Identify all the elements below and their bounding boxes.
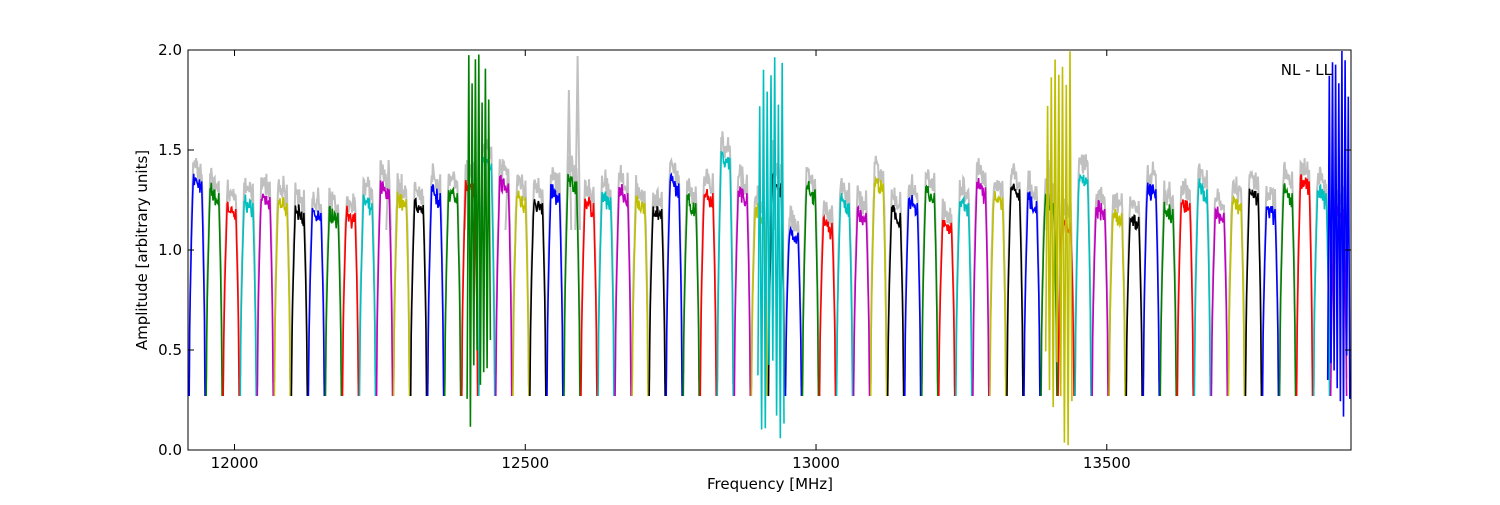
channel-series-line <box>869 175 888 397</box>
channel-series-line <box>682 193 700 397</box>
channel-series-line <box>341 205 360 397</box>
y-tick-label: 1.0 <box>158 241 182 259</box>
x-axis-label: Frequency [MHz] <box>707 475 833 493</box>
channel-series-line <box>1244 188 1263 397</box>
channel-series-line <box>921 184 939 397</box>
channel-series-line <box>239 194 257 397</box>
channel-series-line <box>784 225 803 397</box>
channel-series-line <box>1159 201 1177 397</box>
channel-series-line <box>1023 191 1041 397</box>
channel-series-line <box>1006 183 1024 397</box>
channel-series-line <box>938 219 956 397</box>
chart-annotation: NL - LL <box>1281 61 1333 79</box>
channel-series-line <box>1091 199 1109 397</box>
channel-series-line <box>358 194 377 397</box>
x-tick-label: 13500 <box>1083 454 1131 472</box>
background-spike <box>574 55 581 231</box>
y-tick-label: 0.5 <box>158 341 182 359</box>
channel-series-line <box>290 204 309 397</box>
channel-series-line <box>1108 208 1126 397</box>
channel-series-line <box>716 150 734 397</box>
y-axis-label: Amplitude [arbitrary units] <box>133 150 151 350</box>
channel-series-line <box>529 199 547 397</box>
channel-series-line <box>1193 178 1212 397</box>
channel-series-line <box>1176 199 1194 397</box>
channel-series-line <box>512 190 530 397</box>
channel-series-line <box>1142 182 1160 397</box>
channel-series-line <box>614 184 632 397</box>
channel-series-line <box>409 197 428 397</box>
channel-series-line <box>222 201 240 397</box>
channel-series-line <box>426 184 445 397</box>
channel-series-line <box>1261 205 1280 397</box>
series-layer <box>188 50 1351 446</box>
x-tick-label: 13000 <box>792 454 840 472</box>
channel-series-line <box>1295 174 1314 397</box>
channel-series-line <box>1125 214 1143 397</box>
y-tick-label: 1.5 <box>158 141 182 159</box>
channel-series-line <box>648 205 666 397</box>
channel-series-line <box>597 191 615 397</box>
channel-series-line <box>1227 194 1246 397</box>
channel-series-line <box>972 177 990 397</box>
y-tick-label: 2.0 <box>158 41 182 59</box>
channel-series-line <box>495 174 513 397</box>
channel-series-line <box>546 184 564 397</box>
channel-series-line <box>886 204 905 397</box>
spike-burst-line <box>1326 50 1351 417</box>
channel-series-line <box>665 172 683 397</box>
channel-series-line <box>205 182 223 397</box>
channel-series-line <box>1074 173 1092 397</box>
channel-series-line <box>852 204 871 397</box>
channel-series-line <box>392 191 411 397</box>
channel-series-line <box>733 185 752 397</box>
y-tick-label: 0.0 <box>158 441 182 459</box>
spike-burst-line <box>466 54 492 427</box>
channel-series-line <box>1210 206 1229 397</box>
channel-series-line <box>256 193 274 397</box>
channel-series-line <box>324 205 343 397</box>
channel-series-line <box>375 180 394 397</box>
channel-series-line <box>835 193 854 397</box>
channel-series-line <box>955 195 973 397</box>
channel-series-line <box>631 195 649 397</box>
x-tick-label: 12000 <box>211 454 259 472</box>
channel-series-line <box>818 213 837 397</box>
tick-layer: 12000 12500 13000 13500 0.0 0.5 1.0 1.5 2.0 <box>158 41 1351 472</box>
x-tick-label: 12500 <box>501 454 549 472</box>
channel-series-line <box>273 197 291 397</box>
channel-series-line <box>1278 183 1297 397</box>
channel-series-line <box>580 196 598 397</box>
channel-series-line <box>699 188 717 397</box>
channel-series-line <box>307 207 326 397</box>
channel-series-line <box>904 195 922 397</box>
channel-series-line <box>989 190 1007 397</box>
channel-series-line <box>1312 183 1331 397</box>
channel-series-line <box>443 186 462 397</box>
spike-burst-line <box>1044 51 1073 446</box>
spike-burst-line <box>757 57 785 439</box>
channel-series-line <box>188 173 206 397</box>
channel-series-line <box>801 180 820 397</box>
channel-series-line <box>563 173 581 397</box>
